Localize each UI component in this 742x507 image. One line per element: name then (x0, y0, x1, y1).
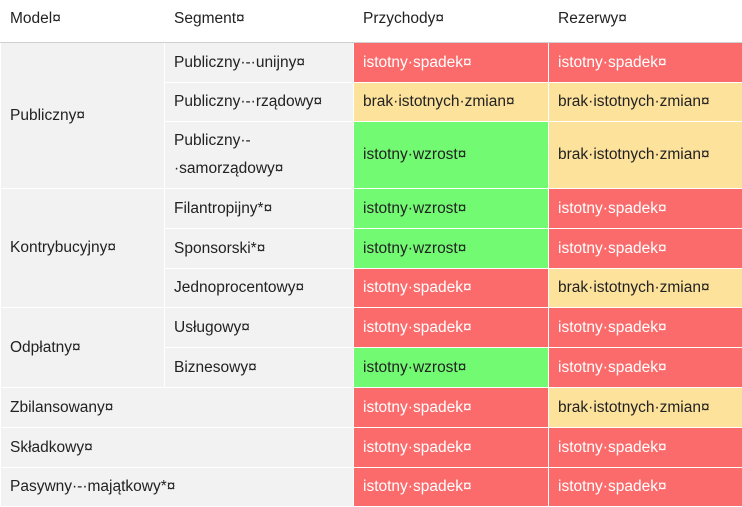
przychody-cell: istotny·wzrost¤ (354, 189, 549, 229)
rezerwy-cell: brak·istotnych·zmian¤ (549, 269, 742, 308)
rezerwy-cell: istotny·spadek¤ (549, 189, 742, 229)
rezerwy-cell: istotny·spadek¤ (549, 308, 742, 348)
segment-cell: Filantropijny*¤ (165, 189, 354, 229)
header-cell: Model¤ (1, 1, 165, 43)
przychody-cell: istotny·wzrost¤ (354, 229, 549, 269)
segment-cell: Publiczny·-·unijny¤ (165, 43, 354, 83)
segment-cell: Publiczny·-·rządowy¤ (165, 83, 354, 122)
rezerwy-cell: brak·istotnych·zmian¤ (549, 388, 742, 428)
table-row: Składkowy¤istotny·spadek¤istotny·spadek¤ (1, 428, 742, 468)
header-cell: Rezerwy¤ (549, 1, 742, 43)
rezerwy-cell: istotny·spadek¤ (549, 468, 742, 507)
model-cell: Pasywny·-·majątkowy*¤ (1, 468, 354, 507)
rezerwy-cell: istotny·spadek¤ (549, 428, 742, 468)
przychody-cell: istotny·wzrost¤ (354, 348, 549, 388)
model-cell: Publiczny¤ (1, 43, 165, 189)
rezerwy-cell: istotny·spadek¤ (549, 229, 742, 269)
segment-cell: Sponsorski*¤ (165, 229, 354, 269)
rezerwy-cell: istotny·spadek¤ (549, 348, 742, 388)
przychody-cell: istotny·wzrost¤ (354, 122, 549, 189)
model-cell: Zbilansowany¤ (1, 388, 354, 428)
table-row: Zbilansowany¤istotny·spadek¤brak·istotny… (1, 388, 742, 428)
rezerwy-cell: brak·istotnych·zmian¤ (549, 83, 742, 122)
header-cell: Segment¤ (165, 1, 354, 43)
przychody-cell: istotny·spadek¤ (354, 308, 549, 348)
segment-cell: Publiczny·-·samorządowy¤ (165, 122, 354, 189)
table-row: Publiczny¤Publiczny·-·unijny¤istotny·spa… (1, 43, 742, 83)
przychody-cell: istotny·spadek¤ (354, 43, 549, 83)
header-row: Model¤Segment¤Przychody¤Rezerwy¤ (1, 1, 742, 43)
rezerwy-cell: brak·istotnych·zmian¤ (549, 122, 742, 189)
table-row: Kontrybucyjny¤Filantropijny*¤istotny·wzr… (1, 189, 742, 229)
table-row: Pasywny·-·majątkowy*¤istotny·spadek¤isto… (1, 468, 742, 507)
przychody-cell: istotny·spadek¤ (354, 428, 549, 468)
segment-cell: Jednoprocentowy¤ (165, 269, 354, 308)
table-row: Odpłatny¤Usługowy¤istotny·spadek¤istotny… (1, 308, 742, 348)
przychody-cell: brak·istotnych·zmian¤ (354, 83, 549, 122)
przychody-cell: istotny·spadek¤ (354, 388, 549, 428)
przychody-cell: istotny·spadek¤ (354, 468, 549, 507)
header-cell: Przychody¤ (354, 1, 549, 43)
model-cell: Odpłatny¤ (1, 308, 165, 388)
przychody-cell: istotny·spadek¤ (354, 269, 549, 308)
rezerwy-cell: istotny·spadek¤ (549, 43, 742, 83)
model-cell: Składkowy¤ (1, 428, 354, 468)
segment-cell: Usługowy¤ (165, 308, 354, 348)
model-cell: Kontrybucyjny¤ (1, 189, 165, 308)
segment-cell: Biznesowy¤ (165, 348, 354, 388)
